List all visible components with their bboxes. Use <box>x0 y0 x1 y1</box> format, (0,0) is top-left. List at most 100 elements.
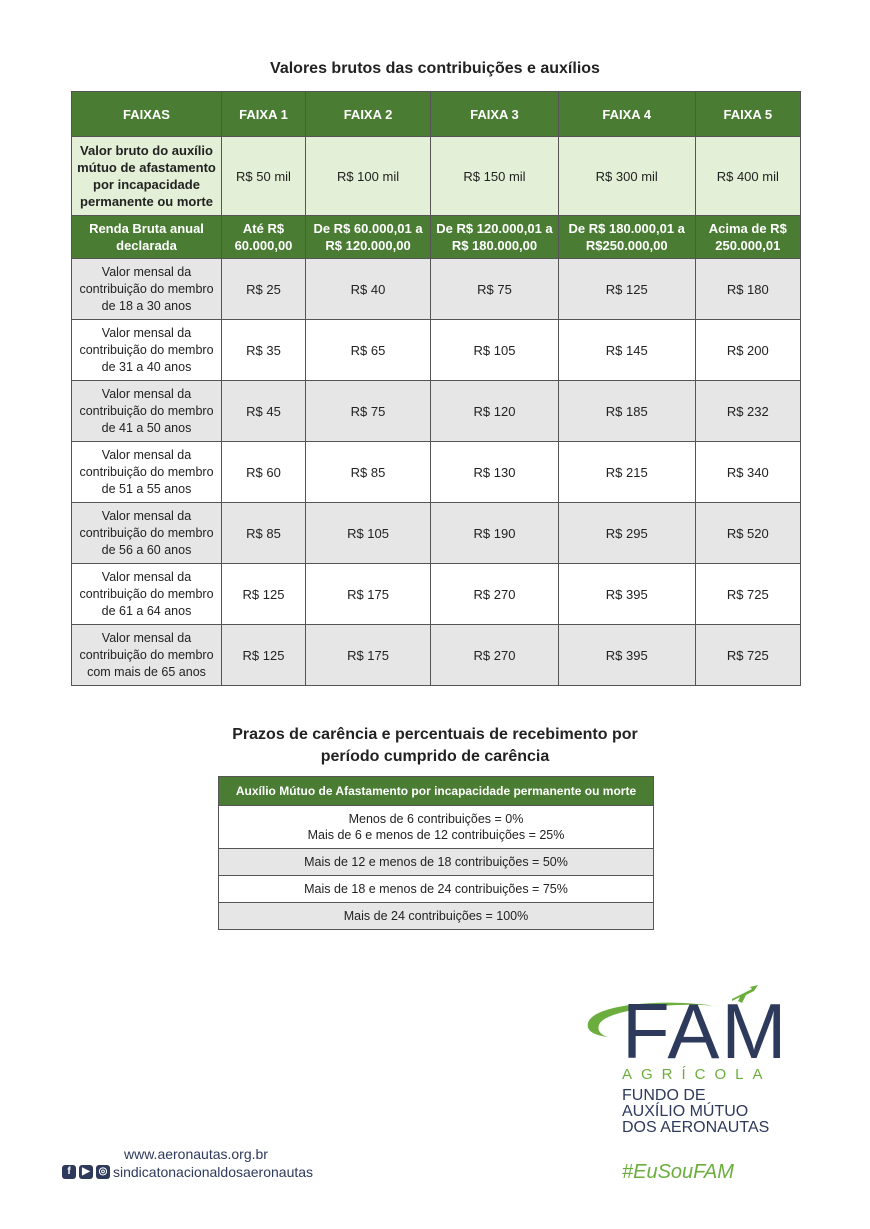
table-cell: R$ 125 <box>221 563 306 625</box>
carencia-row: Mais de 18 e menos de 24 contribuições =… <box>218 875 654 903</box>
table-cell: R$ 50 mil <box>221 136 306 216</box>
table-cell: De R$ 60.000,01 a R$ 120.000,00 <box>304 215 432 259</box>
table-cell: Acima de R$ 250.000,01 <box>694 215 802 259</box>
table-cell: R$ 60 <box>221 441 306 503</box>
header-cell: FAIXA 1 <box>221 91 306 137</box>
row-label: Valor mensal da contribuição do membro d… <box>71 258 222 320</box>
table-cell: R$ 105 <box>430 319 559 381</box>
carencia-header-row: Auxílio Mútuo de Afastamento por incapac… <box>218 776 654 806</box>
page-title: Valores brutos das contribuições e auxíl… <box>270 60 600 77</box>
table-cell: R$ 25 <box>221 258 306 320</box>
table-cell: R$ 175 <box>304 563 432 625</box>
table-row: Valor mensal da contribuição do membro d… <box>71 563 802 625</box>
social-handle-text: sindicatonacionaldosaeronautas <box>113 1164 314 1180</box>
table-cell: R$ 35 <box>221 319 306 381</box>
table-cell: R$ 120 <box>430 380 559 442</box>
fund-name-line: DOS AERONAUTAS <box>622 1119 770 1136</box>
table-cell: R$ 395 <box>557 563 696 625</box>
table-cell: R$ 520 <box>694 502 802 564</box>
youtube-icon[interactable]: ▶ <box>79 1165 93 1179</box>
fund-name-line: AUXÍLIO MÚTUO <box>622 1103 749 1120</box>
header-cell: FAIXAS <box>71 91 222 137</box>
logo-subtitle: AGRÍCOLA <box>622 1066 772 1083</box>
table-cell: R$ 65 <box>304 319 432 381</box>
website-link[interactable]: www.aeronautas.org.br <box>124 1146 268 1162</box>
carencia-row: Mais de 12 e menos de 18 contribuições =… <box>218 848 654 876</box>
table-cell: R$ 190 <box>430 502 559 564</box>
instagram-icon[interactable]: ◎ <box>96 1165 110 1179</box>
row-label: Valor mensal da contribuição do membro d… <box>71 563 222 625</box>
swoosh-shape <box>587 1002 722 1037</box>
table-row: Valor mensal da contribuição do membro c… <box>71 624 802 686</box>
income-row: Renda Bruta anual declarada Até R$ 60.00… <box>71 215 802 259</box>
row-label: Renda Bruta anual declarada <box>71 215 222 259</box>
table-cell: Até R$ 60.000,00 <box>221 215 306 259</box>
table-cell: R$ 150 mil <box>430 136 559 216</box>
table-cell: R$ 130 <box>430 441 559 503</box>
fund-name-line: FUNDO DE <box>622 1087 706 1104</box>
carencia-header: Auxílio Mútuo de Afastamento por incapac… <box>218 776 654 806</box>
table-cell: De R$ 120.000,01 a R$ 180.000,00 <box>430 215 559 259</box>
table-cell: R$ 85 <box>221 502 306 564</box>
table-cell: De R$ 180.000,01 a R$250.000,00 <box>557 215 696 259</box>
table-cell: R$ 145 <box>557 319 696 381</box>
carencia-cell: Mais de 18 e menos de 24 contribuições =… <box>218 875 654 903</box>
table-cell: R$ 300 mil <box>557 136 696 216</box>
header-cell: FAIXA 3 <box>430 91 559 137</box>
row-label: Valor mensal da contribuição do membro d… <box>71 380 222 442</box>
table-cell: R$ 725 <box>694 624 802 686</box>
facebook-icon[interactable]: f <box>62 1165 76 1179</box>
table-header-row: FAIXAS FAIXA 1 FAIXA 2 FAIXA 3 FAIXA 4 F… <box>71 91 802 137</box>
carencia-cell: Mais de 12 e menos de 18 contribuições =… <box>218 848 654 876</box>
table-cell: R$ 100 mil <box>304 136 432 216</box>
row-label: Valor bruto do auxílio mútuo de afastame… <box>71 136 222 216</box>
table-cell: R$ 45 <box>221 380 306 442</box>
row-label: Valor mensal da contribuição do membro d… <box>71 441 222 503</box>
table-cell: R$ 105 <box>304 502 432 564</box>
carencia-cell: Menos de 6 contribuições = 0% Mais de 6 … <box>218 805 654 849</box>
table-cell: R$ 125 <box>557 258 696 320</box>
header-cell: FAIXA 4 <box>557 91 696 137</box>
table-cell: R$ 75 <box>304 380 432 442</box>
table-cell: R$ 340 <box>694 441 802 503</box>
carencia-line: Menos de 6 contribuições = 0% <box>348 812 524 826</box>
section-title-line: período cumprido de carência <box>320 748 550 765</box>
table-cell: R$ 232 <box>694 380 802 442</box>
table-cell: R$ 40 <box>304 258 432 320</box>
table-row: Valor mensal da contribuição do membro d… <box>71 380 802 442</box>
social-handle[interactable]: f ▶ ◎ sindicatonacionaldosaeronautas <box>62 1164 313 1180</box>
table-cell: R$ 125 <box>221 624 306 686</box>
logo-mark: FAM <box>622 987 788 1075</box>
table-cell: R$ 395 <box>557 624 696 686</box>
table-row: Valor mensal da contribuição do membro d… <box>71 319 802 381</box>
benefit-row: Valor bruto do auxílio mútuo de afastame… <box>71 136 802 216</box>
table-cell: R$ 75 <box>430 258 559 320</box>
header-cell: FAIXA 5 <box>694 91 802 137</box>
table-cell: R$ 85 <box>304 441 432 503</box>
row-label: Valor mensal da contribuição do membro d… <box>71 319 222 381</box>
airplane-icon <box>732 985 758 1003</box>
table-cell: R$ 175 <box>304 624 432 686</box>
row-label: Valor mensal da contribuição do membro d… <box>71 502 222 564</box>
table-row: Valor mensal da contribuição do membro d… <box>71 502 802 564</box>
fund-name: FUNDO DE AUXÍLIO MÚTUO DOS AERONAUTAS <box>622 1088 769 1136</box>
carencia-line: Mais de 6 e menos de 12 contribuições = … <box>307 828 565 842</box>
section-title: Prazos de carência e percentuais de rece… <box>0 724 870 768</box>
carencia-row: Mais de 24 contribuições = 100% <box>218 902 654 930</box>
carencia-cell: Mais de 24 contribuições = 100% <box>218 902 654 930</box>
fam-logo: FAM <box>587 985 788 1075</box>
row-label: Valor mensal da contribuição do membro c… <box>71 624 222 686</box>
table-cell: R$ 295 <box>557 502 696 564</box>
table-cell: R$ 270 <box>430 624 559 686</box>
header-cell: FAIXA 2 <box>304 91 432 137</box>
table-row: Valor mensal da contribuição do membro d… <box>71 441 802 503</box>
table-row: Valor mensal da contribuição do membro d… <box>71 258 802 320</box>
table-cell: R$ 400 mil <box>694 136 802 216</box>
table-cell: R$ 180 <box>694 258 802 320</box>
hashtag: #EuSouFAM <box>622 1161 734 1183</box>
table-cell: R$ 200 <box>694 319 802 381</box>
carencia-row: Menos de 6 contribuições = 0% Mais de 6 … <box>218 805 654 849</box>
table-cell: R$ 270 <box>430 563 559 625</box>
table-cell: R$ 725 <box>694 563 802 625</box>
table-cell: R$ 185 <box>557 380 696 442</box>
